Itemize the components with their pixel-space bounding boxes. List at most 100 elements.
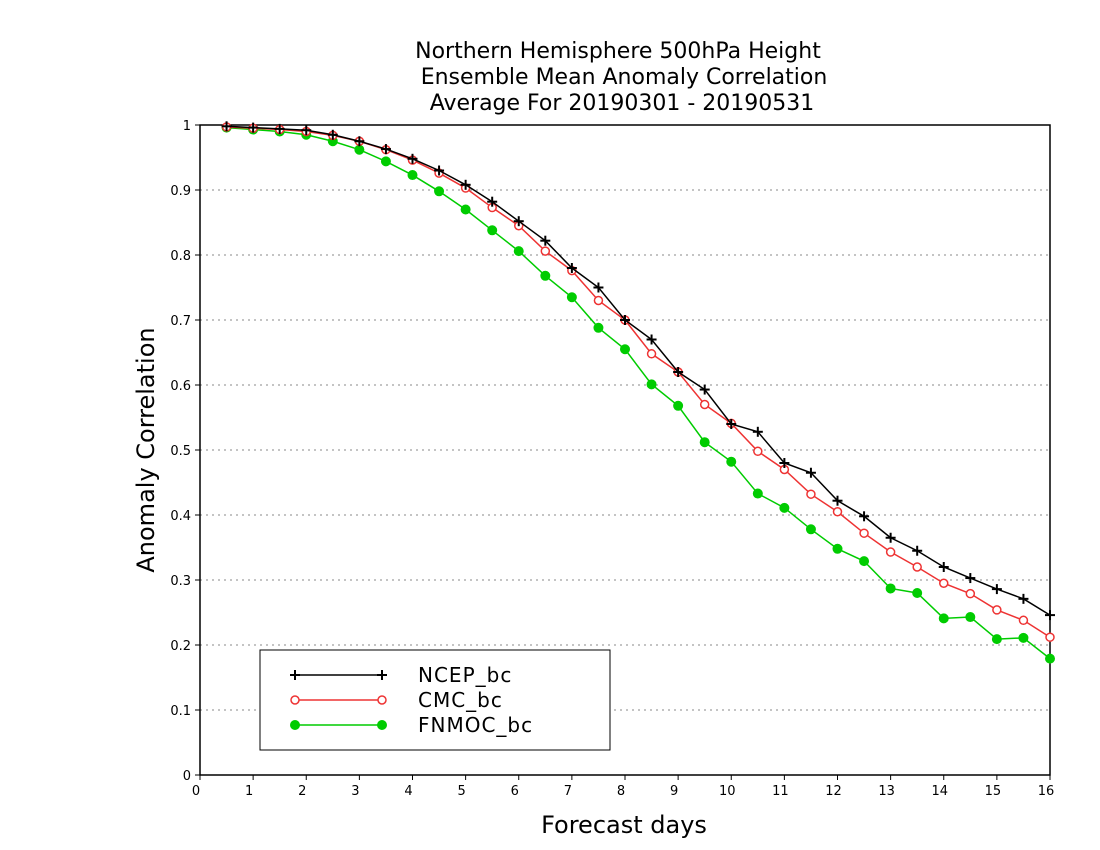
y-tick-label: 0.6: [170, 379, 191, 394]
data-point-fnmoc-bc: [805, 524, 816, 535]
data-point-ncep-bc: [434, 165, 445, 176]
data-point-ncep-bc: [885, 532, 896, 543]
x-tick-label: 15: [985, 784, 1002, 799]
data-point-cmc-bc: [646, 349, 657, 359]
data-point-fnmoc-bc: [1018, 632, 1029, 643]
data-point-fnmoc-bc: [726, 456, 737, 467]
x-tick-label: 12: [825, 784, 842, 799]
legend-label-fnmoc-bc: FNMOC_bc: [418, 713, 533, 737]
legend-marker-right-cmc-bc: [377, 695, 387, 705]
data-point-fnmoc-bc: [991, 634, 1002, 645]
legend-item-cmc-bc: CMC_bc: [290, 688, 503, 712]
data-point-fnmoc-bc: [965, 612, 976, 623]
data-point-ncep-bc: [327, 129, 338, 140]
data-point-fnmoc-bc: [646, 379, 657, 390]
data-point-ncep-bc: [832, 495, 843, 506]
x-tick-label: 5: [457, 784, 465, 799]
data-point-cmc-bc: [593, 295, 604, 306]
y-tick-label: 0.3: [170, 574, 191, 589]
data-point-ncep-bc: [805, 467, 816, 478]
x-tick-label: 4: [404, 784, 412, 799]
y-tick-label: 0.4: [170, 509, 191, 524]
data-point-ncep-bc: [991, 584, 1002, 595]
y-tick-label: 0.9: [170, 184, 191, 199]
data-point-fnmoc-bc: [620, 344, 630, 355]
data-point-fnmoc-bc: [885, 583, 896, 594]
data-point-ncep-bc: [566, 263, 577, 273]
data-point-fnmoc-bc: [779, 502, 790, 513]
data-point-fnmoc-bc: [487, 225, 498, 236]
data-point-cmc-bc: [699, 399, 710, 410]
x-tick-label: 3: [351, 784, 359, 799]
data-point-cmc-bc: [806, 489, 816, 499]
data-point-fnmoc-bc: [673, 400, 684, 411]
x-tick-label: 6: [511, 784, 519, 799]
y-tick-label: 0.5: [170, 444, 191, 459]
grid: [200, 189, 1050, 711]
data-point-fnmoc-bc: [354, 144, 365, 155]
data-point-fnmoc-bc: [434, 186, 445, 197]
series-line-fnmoc-bc: [226, 126, 1051, 660]
data-point-ncep-bc: [248, 122, 259, 133]
x-tick-label: 11: [772, 784, 789, 799]
legend-marker-right-fnmoc-bc: [377, 720, 387, 730]
data-point-cmc-bc: [1018, 615, 1029, 626]
x-axis-label: Forecast days: [541, 811, 707, 839]
legend-marker-right-ncep-bc: [377, 670, 387, 680]
data-point-ncep-bc: [354, 136, 365, 147]
data-point-fnmoc-bc: [407, 170, 418, 181]
legend-item-ncep-bc: NCEP_bc: [290, 663, 511, 687]
x-tick-label: 10: [719, 784, 736, 799]
legend-marker-left-ncep-bc: [290, 670, 300, 680]
x-tick-label: 2: [298, 784, 306, 799]
y-tick-label: 0.1: [170, 704, 191, 719]
data-point-ncep-bc: [726, 419, 737, 429]
data-point-ncep-bc: [513, 216, 524, 227]
data-point-ncep-bc: [1045, 610, 1055, 621]
data-point-cmc-bc: [540, 246, 551, 256]
axis-ticks: 00.10.20.30.40.50.60.70.80.910 1 2 3 4 5 6 7 8 9 1…: [170, 119, 1054, 799]
data-point-cmc-bc: [753, 446, 763, 457]
series-line-ncep-bc: [226, 125, 1051, 616]
data-point-cmc-bc: [939, 578, 949, 588]
data-point-ncep-bc: [912, 545, 923, 556]
data-point-fnmoc-bc: [593, 322, 604, 333]
y-tick-label: 0: [183, 769, 191, 784]
data-point-ncep-bc: [301, 125, 312, 136]
data-point-fnmoc-bc: [513, 246, 524, 257]
data-point-ncep-bc: [540, 235, 551, 246]
y-tick-label: 0.2: [170, 639, 191, 654]
legend-item-fnmoc-bc: FNMOC_bc: [290, 713, 533, 737]
data-point-fnmoc-bc: [380, 156, 391, 167]
data-point-ncep-bc: [699, 384, 710, 395]
data-point-fnmoc-bc: [859, 556, 870, 567]
data-point-fnmoc-bc: [566, 292, 577, 303]
x-tick-label: 1: [245, 784, 253, 799]
data-point-ncep-bc: [593, 282, 604, 293]
x-tick-label: 16: [1038, 784, 1055, 799]
data-point-cmc-bc: [885, 547, 896, 557]
data-point-fnmoc-bc: [912, 588, 923, 598]
data-point-ncep-bc: [938, 562, 949, 572]
legend-label-cmc-bc: CMC_bc: [418, 688, 503, 712]
data-point-fnmoc-bc: [460, 204, 471, 215]
data-point-fnmoc-bc: [752, 488, 763, 499]
data-point-cmc-bc: [912, 562, 922, 572]
legend-marker-left-cmc-bc: [290, 695, 300, 705]
data-point-ncep-bc: [274, 123, 285, 134]
y-axis-label: Anomaly Correlation: [132, 327, 160, 572]
data-point-ncep-bc: [460, 179, 471, 190]
x-tick-label: 14: [931, 784, 948, 799]
series-group: [221, 121, 1055, 664]
legend-marker-left-fnmoc-bc: [290, 720, 300, 730]
data-point-ncep-bc: [407, 153, 418, 164]
series-ncep-bc: [221, 121, 1055, 621]
data-point-fnmoc-bc: [938, 613, 949, 624]
data-point-cmc-bc: [832, 507, 843, 517]
y-tick-label: 1: [183, 119, 191, 134]
data-point-ncep-bc: [779, 458, 790, 468]
x-tick-label: 7: [564, 784, 572, 799]
